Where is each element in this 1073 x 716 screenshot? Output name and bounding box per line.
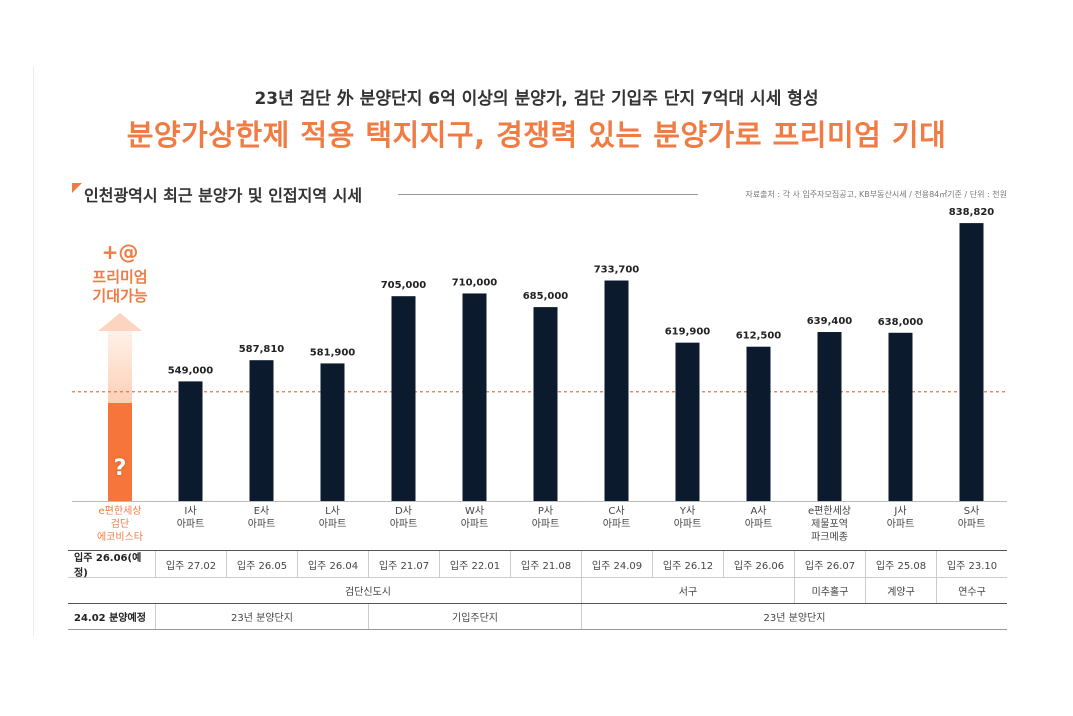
move-in-cell: 입주 21.08 <box>510 551 581 577</box>
bar <box>320 363 345 501</box>
premium-plus-label: +@ <box>101 240 139 264</box>
category-label: E사 <box>254 505 270 517</box>
page-subtitle: 23년 검단 外 분양단지 6억 이상의 분양가, 검단 기입주 단지 7억대 … <box>254 89 819 109</box>
highlight-bar <box>108 403 132 501</box>
category-label: S사 <box>964 505 980 517</box>
bar <box>533 307 558 501</box>
move-in-cell: 입주 27.02 <box>155 551 226 577</box>
highlight-category-label: 검단 <box>111 518 129 530</box>
bar-value-label: 639,400 <box>807 316 853 327</box>
category-label: W사 <box>465 505 484 517</box>
section-marker-icon <box>72 183 82 193</box>
bar <box>178 381 203 501</box>
question-mark-icon: ? <box>113 456 127 481</box>
category-label: A사 <box>750 505 766 517</box>
move-in-cell: 입주 24.09 <box>581 551 652 577</box>
section-title: 인천광역시 최근 분양가 및 인접지역 시세 <box>84 186 363 205</box>
left-border-line <box>33 66 34 636</box>
category-label: J사 <box>893 505 906 517</box>
category-label: D사 <box>395 505 412 517</box>
move-in-cell: 입주 26.05 <box>226 551 297 577</box>
bar <box>462 293 487 501</box>
bar-value-label: 838,820 <box>949 207 995 218</box>
bar-value-label: 587,810 <box>239 344 285 355</box>
category-label: 아파트 <box>390 518 418 530</box>
move-in-head: 입주 26.06(예정) <box>74 553 142 579</box>
category-label: Y사 <box>679 505 695 517</box>
highlight-category-label: e편한세상 <box>99 505 142 517</box>
bar <box>675 342 700 501</box>
bar-value-label: 705,000 <box>381 280 427 291</box>
sale-cell: 23년 분양단지 <box>155 604 368 629</box>
category-label: 아파트 <box>603 518 631 530</box>
move-in-cell: 입주 21.07 <box>368 551 439 577</box>
region-cell: 검단신도시 <box>345 587 391 598</box>
region-cell: 계양구 <box>865 578 936 603</box>
bar-value-label: 685,000 <box>523 291 569 302</box>
move-in-cell: 입주 25.08 <box>865 551 936 577</box>
move-in-row: 입주 26.06(예정) 입주 27.02 입주 26.05 입주 26.04 입주 2… <box>68 550 1007 579</box>
bar <box>959 223 984 501</box>
section-divider <box>398 194 698 195</box>
category-label: L사 <box>325 505 340 517</box>
category-label: 아파트 <box>745 518 773 530</box>
category-label: 제물포역 <box>811 518 848 530</box>
bar <box>888 332 913 501</box>
premium-expected-label: 프리미엄 기대가능 <box>70 268 170 306</box>
move-in-cell: 입주 26.07 <box>794 551 865 577</box>
move-in-cell: 입주 22.01 <box>439 551 510 577</box>
source-note: 자료출처 : 각 사 입주자모집공고, KB부동산시세 / 전용84㎡기준 / … <box>745 190 1007 199</box>
bar <box>249 360 274 501</box>
premium-line-2: 기대가능 <box>92 287 148 305</box>
bar <box>391 296 416 501</box>
bar <box>604 280 629 501</box>
bar-value-label: 581,900 <box>310 347 356 358</box>
sale-row: 24.02 분양예정 23년 분양단지 기입주단지 23년 분양단지 <box>68 604 1007 630</box>
category-label: 아파트 <box>958 518 986 530</box>
sale-head: 24.02 분양예정 <box>74 613 146 624</box>
region-row: 검단신도시 서구 미추홀구 계양구 연수구 <box>68 578 1007 604</box>
category-label: 아파트 <box>319 518 347 530</box>
region-cell: 연수구 <box>936 578 1007 603</box>
page-title: 분양가상한제 적용 택지지구, 경쟁력 있는 분양가로 프리미엄 기대 <box>126 118 947 152</box>
category-label: P사 <box>538 505 553 517</box>
category-label: C사 <box>608 505 624 517</box>
up-arrow-icon <box>98 313 142 331</box>
bar-value-label: 549,000 <box>168 365 214 376</box>
category-label: 아파트 <box>532 518 560 530</box>
category-label: 아파트 <box>177 518 205 530</box>
move-in-cell: 입주 23.10 <box>936 551 1007 577</box>
move-in-cell: 입주 26.04 <box>297 551 368 577</box>
category-label: 아파트 <box>461 518 489 530</box>
premium-line-1: 프리미엄 <box>92 268 148 286</box>
up-arrow-shaft <box>108 331 132 403</box>
highlight-category-label: 에코비스타 <box>97 531 143 543</box>
category-label: 아파트 <box>887 518 915 530</box>
bar <box>746 346 771 501</box>
region-cell: 서구 <box>581 578 794 603</box>
info-table: 입주 26.06(예정) 입주 27.02 입주 26.05 입주 26.04 입주 2… <box>68 550 1007 630</box>
region-cell: 미추홀구 <box>794 578 865 603</box>
move-in-cell: 입주 26.12 <box>652 551 723 577</box>
move-in-cell: 입주 26.06 <box>723 551 794 577</box>
bar <box>817 332 842 501</box>
category-label: 아파트 <box>248 518 276 530</box>
bar-value-label: 612,500 <box>736 331 782 342</box>
category-label: e편한세상 <box>808 505 851 517</box>
bar-value-label: 638,000 <box>878 317 924 328</box>
category-label: 아파트 <box>674 518 702 530</box>
bar-value-label: 733,700 <box>594 265 640 276</box>
sale-cell: 기입주단지 <box>368 604 581 629</box>
sale-cell: 23년 분양단지 <box>581 604 1007 629</box>
category-label: 파크메종 <box>811 531 848 543</box>
category-label: I사 <box>184 505 196 517</box>
bar-value-label: 710,000 <box>452 277 498 288</box>
bar-value-label: 619,900 <box>665 327 711 338</box>
